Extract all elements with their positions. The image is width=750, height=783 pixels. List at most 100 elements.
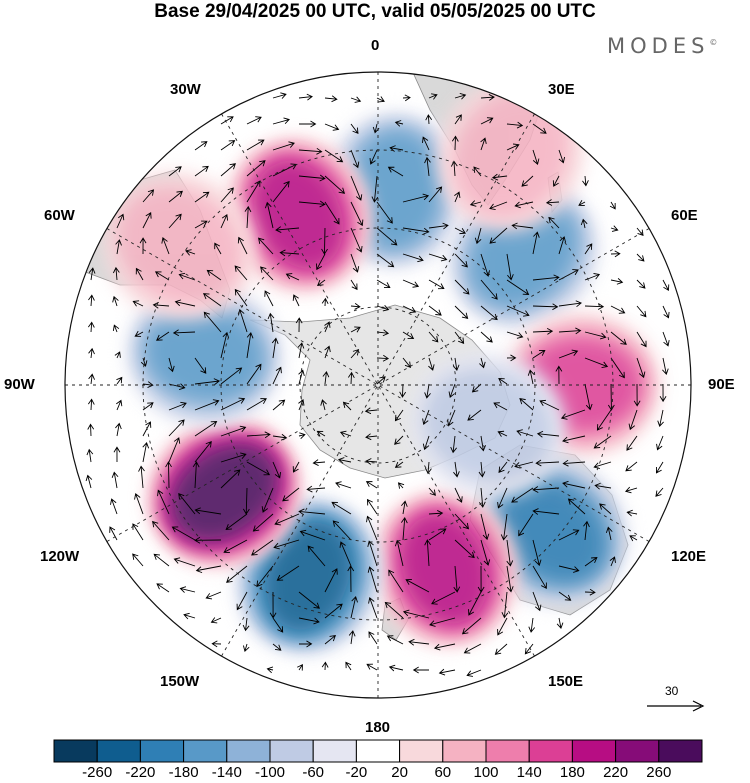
meridian-label-180: 180 [365,719,391,736]
wind-arrow [152,301,170,309]
wind-arrow [468,591,482,616]
wind-arrow [350,149,360,169]
wind-arrow [451,135,459,151]
wind-arrow [220,116,234,125]
wind-arrow [491,173,508,181]
meridian-label-150w: 150W [160,673,200,690]
wind-arrow [655,487,664,497]
wind-arrow [142,402,154,411]
colorbar-tick-label: 180 [559,764,585,781]
wind-arrow [461,617,482,635]
wind-arrow [558,149,566,164]
wind-arrow [659,383,667,403]
wind-arrow [272,461,281,479]
wind-arrow [562,459,586,467]
wind-arrow [431,591,456,605]
wind-arrow [324,603,343,619]
wind-arrow [466,669,482,677]
wind-arrow [153,553,170,567]
wind-arrow [365,481,378,489]
wind-arrow [342,401,352,411]
wind-arrow [536,430,560,438]
wind-arrow [114,351,121,359]
wind-arrow [298,591,320,609]
wind-arrow [408,638,430,646]
anomaly-center [225,137,372,292]
wind-arrow [583,520,590,541]
wind-arrow [298,399,305,411]
wind-arrow [258,237,274,255]
wind-arrow [88,347,95,359]
chart-title: Base 29/04/2025 00 UTC, valid 05/05/2025… [154,1,596,22]
wind-arrow [324,123,340,131]
wind-arrow [157,489,170,515]
wind-arrow [552,175,560,187]
wind-arrow [116,376,123,385]
wind-arrow [584,557,598,567]
wind-arrow [242,617,250,632]
wind-arrow [562,480,586,489]
wind-arrow [662,305,670,319]
wind-arrow [350,595,358,619]
wind-arrow [285,273,300,281]
wind-arrow [625,461,638,472]
wind-arrow [306,485,326,493]
wind-arrow [111,471,119,489]
wind-arrow [214,242,222,255]
wind-arrow [316,253,326,271]
reference-vector-arrow [647,700,705,712]
colorbar-swatch [658,739,703,763]
wind-arrow [478,461,486,478]
wind-arrow [609,556,616,567]
wind-arrow [506,565,514,593]
wind-arrow [88,294,95,307]
wind-arrow [272,617,284,633]
wind-arrow [429,617,456,627]
wind-arrow [205,591,222,600]
wind-arrow [220,425,247,437]
wind-arrow [454,227,467,235]
wind-arrow [607,383,615,411]
wind-arrow [528,617,536,633]
colorbar-swatch [528,739,573,763]
wind-arrow [183,612,196,620]
wind-arrow [376,227,398,246]
wind-arrow [532,508,560,515]
wind-arrow [498,461,508,474]
wind-arrow [272,141,295,151]
wind-arrow [156,331,170,341]
wind-arrow [225,513,248,531]
wind-arrow [610,357,625,379]
wind-arrow [480,331,493,343]
wind-arrow [223,539,248,554]
wind-arrow [399,383,407,398]
wind-arrow [532,327,554,335]
wind-arrow [271,337,279,359]
wind-arrow [366,663,378,671]
wind-arrow [307,545,326,567]
wind-arrow [178,493,196,515]
wind-arrow [161,237,170,255]
wind-arrow [226,565,248,583]
wind-arrow [237,236,248,255]
wind-arrow [321,297,329,307]
wind-arrow [480,539,491,566]
wind-arrow [629,535,638,542]
wind-arrow [220,397,246,411]
wind-arrow [412,666,430,674]
wind-arrow [194,378,221,385]
wind-arrow [246,139,265,151]
wind-arrow [350,123,359,135]
wind-arrow [562,435,586,444]
wind-arrow [194,357,207,374]
wind-arrow [347,565,355,593]
wind-arrow [450,160,458,177]
wind-arrow [480,305,498,321]
wind-arrow [172,329,196,337]
wind-arrow [656,461,664,474]
wind-arrow [206,269,222,281]
wind-arrow [596,409,612,431]
wind-arrow [350,349,360,359]
wind-arrow [532,539,542,567]
wind-arrow [168,401,187,411]
